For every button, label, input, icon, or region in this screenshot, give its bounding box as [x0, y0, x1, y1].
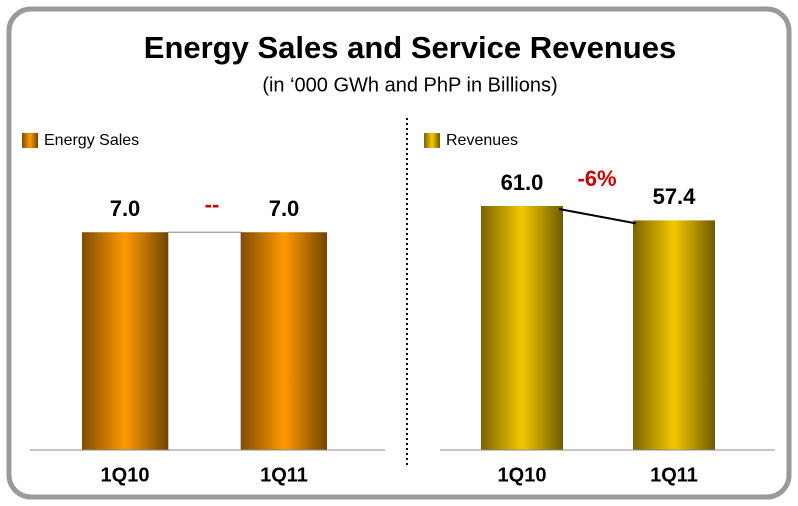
bar [241, 232, 327, 450]
bridge-box [167, 231, 242, 451]
legend-swatch [424, 133, 440, 148]
value-label: 7.0 [110, 196, 141, 221]
bar [82, 232, 168, 450]
value-label: 7.0 [269, 196, 300, 221]
bar [633, 220, 715, 450]
value-label: 61.0 [501, 170, 544, 195]
bar [481, 206, 563, 450]
change-annotation: -- [205, 192, 220, 217]
change-annotation: -6% [577, 166, 616, 191]
title: Energy Sales and Service Revenues [144, 30, 676, 65]
x-tick-label: 1Q11 [650, 464, 698, 486]
x-tick-label: 1Q10 [498, 464, 547, 486]
legend-swatch [22, 133, 38, 148]
connector [558, 208, 637, 225]
x-tick-label: 1Q10 [101, 464, 150, 486]
x-tick-label: 1Q11 [260, 464, 308, 486]
legend-label: Revenues [446, 132, 518, 149]
value-label: 57.4 [653, 184, 697, 209]
legend-label: Energy Sales [44, 132, 139, 149]
subtitle: (in ‘000 GWh and PhP in Billions) [262, 74, 557, 96]
